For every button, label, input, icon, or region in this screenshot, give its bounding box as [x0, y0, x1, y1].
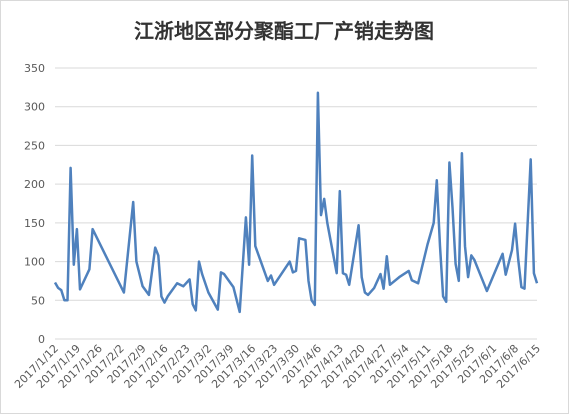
y-tick-label: 150: [24, 217, 45, 230]
chart-title: 江浙地区部分聚酯工厂产销走势图: [134, 19, 434, 43]
y-tick-label: 300: [24, 101, 45, 114]
y-tick-label: 100: [24, 256, 45, 269]
y-tick-label: 50: [31, 294, 45, 307]
y-tick-label: 350: [24, 62, 45, 75]
y-tick-label: 0: [38, 333, 45, 346]
y-tick-label: 200: [24, 178, 45, 191]
y-tick-label: 250: [24, 139, 45, 152]
data-line: [53, 91, 539, 314]
